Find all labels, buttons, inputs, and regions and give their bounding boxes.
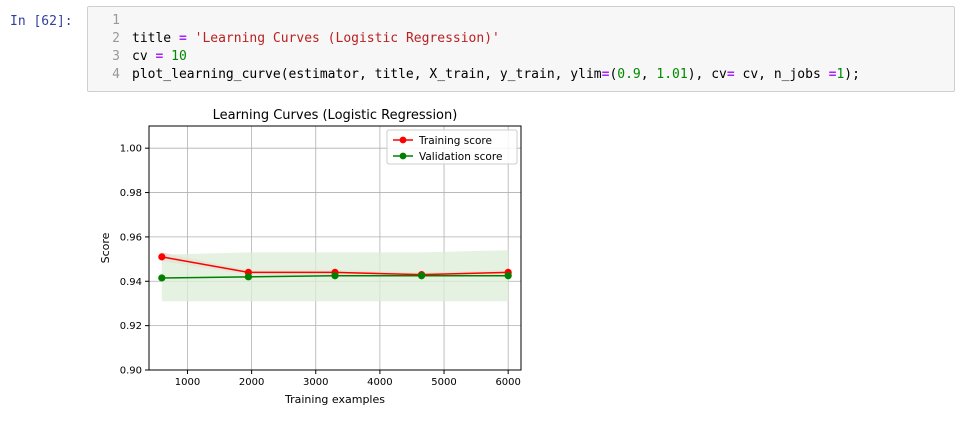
data-point	[158, 274, 166, 282]
code-token: =	[178, 31, 187, 46]
x-tick-label: 5000	[431, 377, 456, 388]
x-tick-label: 3000	[303, 377, 328, 388]
code-token	[187, 31, 195, 46]
code-token: title	[132, 31, 179, 46]
legend-swatch-marker	[399, 152, 407, 160]
y-tick-label: 0.96	[120, 232, 142, 243]
legend-entry: Training score	[418, 135, 492, 147]
legend-swatch-marker	[399, 136, 407, 144]
line-number: 3	[112, 49, 120, 64]
data-point	[504, 272, 512, 280]
code-token: 1	[836, 67, 845, 82]
y-tick-label: 1.00	[120, 144, 142, 155]
code-token: ,	[640, 67, 657, 82]
x-tick-label: 6000	[495, 377, 520, 388]
code-cell-input[interactable]: 1 2 title = 'Learning Curves (Logistic Reg…	[87, 6, 955, 92]
code-token	[163, 49, 171, 64]
code-line: 4 plot_learning_curve(estimator, title, X…	[88, 66, 860, 84]
cell-prompt: In [62]:	[10, 14, 73, 29]
legend: Training score Validation score	[386, 129, 518, 165]
x-tick-label: 1000	[175, 377, 200, 388]
data-point	[158, 253, 166, 261]
y-tick-label: 0.90	[120, 366, 142, 377]
legend-box	[386, 129, 518, 165]
code-token: 10	[171, 49, 187, 64]
data-point	[331, 272, 339, 280]
legend-entry: Validation score	[419, 151, 502, 163]
code-token: 0.9	[617, 67, 641, 82]
code-token: =	[601, 67, 610, 82]
data-point	[244, 273, 253, 281]
code-token: =	[155, 49, 164, 64]
y-tick-label: 0.92	[120, 321, 142, 332]
chart-title: Learning Curves (Logistic Regression)	[213, 108, 458, 123]
y-axis-label: Score	[99, 232, 112, 263]
code-token: cv	[132, 49, 156, 64]
code-token: 1.01	[656, 67, 688, 82]
data-point	[417, 272, 426, 280]
code-token: 'Learning Curves (Logistic Regression)'	[194, 31, 500, 46]
line-number: 1	[112, 13, 120, 28]
code-line: 2 title = 'Learning Curves (Logistic Regr…	[88, 30, 500, 48]
learning-curve-chart: 1000 2000 3000 4000 5000 6000 0.90 0.92 0.94 0.96…	[99, 108, 522, 406]
x-tick-label: 4000	[367, 377, 392, 388]
code-token: );	[844, 67, 860, 82]
line-number: 4	[112, 67, 120, 82]
cell-output: 1000 2000 3000 4000 5000 6000 0.90 0.92 0.94 0.96…	[87, 96, 547, 416]
plot-area	[148, 125, 522, 371]
code-line: 1	[88, 12, 132, 30]
code-token: (	[609, 67, 618, 82]
x-axis-label: Training examples	[284, 393, 385, 406]
y-tick-label: 0.98	[120, 188, 142, 199]
code-token: cv, n_jobs	[734, 67, 829, 82]
code-token: plot_learning_curve(estimator, title, X_…	[132, 67, 602, 82]
y-tick-label: 0.94	[120, 277, 142, 288]
line-number: 2	[112, 31, 120, 46]
code-token: =	[726, 67, 735, 82]
code-token: ), cv	[687, 67, 727, 82]
code-token: =	[828, 67, 837, 82]
code-line: 3 cv = 10	[88, 48, 187, 66]
x-tick-label: 2000	[239, 377, 264, 388]
